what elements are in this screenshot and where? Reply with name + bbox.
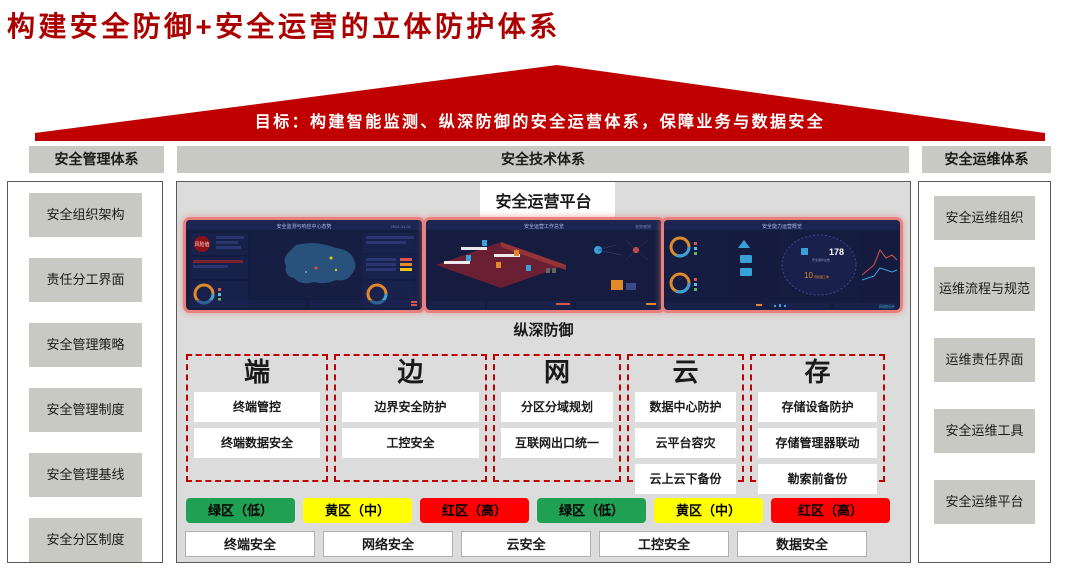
- svg-text:待处理工单: 待处理工单: [814, 274, 829, 279]
- svg-text:10: 10: [804, 271, 813, 280]
- svg-text:安全监测与响应中心态势: 安全监测与响应中心态势: [276, 223, 331, 230]
- svg-text:态势感知: 态势感知: [635, 223, 651, 229]
- svg-text:178: 178: [829, 247, 844, 257]
- svg-text:安全能力运营概览: 安全能力运营概览: [762, 223, 802, 230]
- svg-text:网络拓扑: 网络拓扑: [879, 303, 895, 309]
- svg-text:风险值: 风险值: [194, 241, 209, 248]
- svg-text:安全运营工作总览: 安全运营工作总览: [524, 223, 564, 230]
- svg-text:2024-01-01: 2024-01-01: [391, 224, 412, 229]
- svg-text:安全事件总数: 安全事件总数: [812, 257, 830, 262]
